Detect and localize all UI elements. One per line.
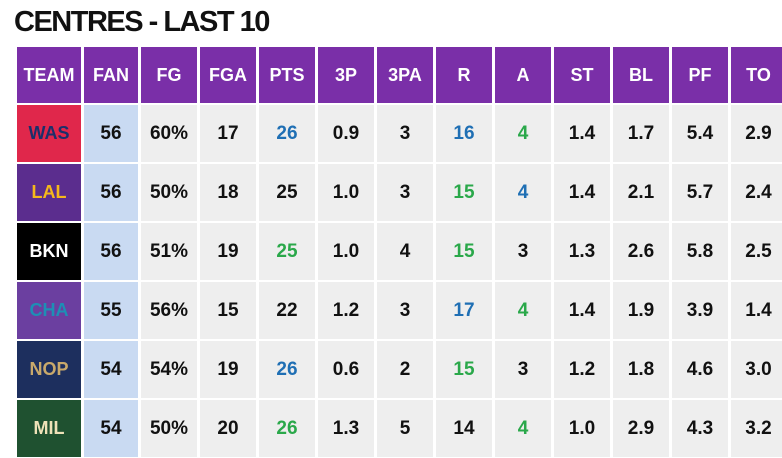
stat-cell-pf: 3.9 [672,282,728,339]
stat-cell-fga: 18 [200,164,256,221]
team-cell-bkn: BKN [17,223,81,280]
stat-cell-pf: 4.6 [672,341,728,398]
stat-cell-r: 14 [436,400,492,457]
stat-cell-bl: 2.6 [613,223,669,280]
stat-cell-3p: 0.9 [318,105,374,162]
team-cell-lal: LAL [17,164,81,221]
column-header-team: TEAM [17,47,81,103]
stat-cell-st: 1.4 [554,105,610,162]
column-header-fan: FAN [84,47,138,103]
stat-cell-fga: 17 [200,105,256,162]
page-title: CENTRES - LAST 10 [14,6,270,38]
column-header-fg: FG [141,47,197,103]
stat-cell-fg: 50% [141,400,197,457]
team-cell-mil: MIL [17,400,81,457]
stat-cell-fga: 15 [200,282,256,339]
stat-cell-fga: 20 [200,400,256,457]
stat-cell-st: 1.4 [554,164,610,221]
stat-cell-to: 2.9 [731,105,782,162]
stat-cell-bl: 1.8 [613,341,669,398]
stat-cell-r: 17 [436,282,492,339]
stat-cell-st: 1.0 [554,400,610,457]
stat-cell-fg: 56% [141,282,197,339]
stat-cell-a: 3 [495,341,551,398]
stat-cell-fg: 51% [141,223,197,280]
stat-cell-3p: 0.6 [318,341,374,398]
stat-cell-pf: 4.3 [672,400,728,457]
column-header-to: TO [731,47,782,103]
stat-cell-3p: 1.0 [318,164,374,221]
column-header-bl: BL [613,47,669,103]
stat-cell-a: 4 [495,400,551,457]
stat-cell-3pa: 3 [377,282,433,339]
team-cell-was: WAS [17,105,81,162]
stat-cell-st: 1.4 [554,282,610,339]
column-header-a: A [495,47,551,103]
stat-cell-pts: 26 [259,400,315,457]
stat-cell-pts: 26 [259,105,315,162]
stat-cell-bl: 1.9 [613,282,669,339]
stat-cell-fan: 56 [84,164,138,221]
stat-cell-pts: 25 [259,223,315,280]
column-header-pf: PF [672,47,728,103]
stats-table: TEAM FAN FG FGA PTS 3P 3PA R A ST BL PF TO WAS 56 60% 17… [17,47,782,457]
stat-cell-r: 16 [436,105,492,162]
stat-cell-pf: 5.8 [672,223,728,280]
stat-cell-pf: 5.4 [672,105,728,162]
stat-cell-pf: 5.7 [672,164,728,221]
stat-cell-r: 15 [436,223,492,280]
stat-cell-st: 1.2 [554,341,610,398]
column-header-pts: PTS [259,47,315,103]
stat-cell-to: 3.0 [731,341,782,398]
stat-cell-a: 3 [495,223,551,280]
stat-cell-pts: 22 [259,282,315,339]
stat-cell-3p: 1.3 [318,400,374,457]
stat-cell-pts: 26 [259,341,315,398]
stat-cell-fan: 56 [84,223,138,280]
stat-cell-r: 15 [436,341,492,398]
stat-cell-a: 4 [495,164,551,221]
stat-cell-to: 2.5 [731,223,782,280]
stat-cell-fan: 54 [84,341,138,398]
stat-cell-3pa: 3 [377,105,433,162]
column-header-fga: FGA [200,47,256,103]
stat-cell-fga: 19 [200,341,256,398]
column-header-3pa: 3PA [377,47,433,103]
stat-cell-a: 4 [495,105,551,162]
team-cell-nop: NOP [17,341,81,398]
stat-cell-3pa: 2 [377,341,433,398]
stat-cell-pts: 25 [259,164,315,221]
column-header-st: ST [554,47,610,103]
stat-cell-3pa: 3 [377,164,433,221]
stat-cell-3p: 1.0 [318,223,374,280]
stat-cell-fan: 56 [84,105,138,162]
stat-cell-fg: 50% [141,164,197,221]
stat-cell-to: 2.4 [731,164,782,221]
stat-cell-st: 1.3 [554,223,610,280]
stat-cell-bl: 1.7 [613,105,669,162]
stat-cell-r: 15 [436,164,492,221]
team-cell-cha: CHA [17,282,81,339]
stat-cell-fan: 54 [84,400,138,457]
stat-cell-bl: 2.9 [613,400,669,457]
stat-cell-fan: 55 [84,282,138,339]
stat-cell-3pa: 5 [377,400,433,457]
stat-cell-3p: 1.2 [318,282,374,339]
column-header-3p: 3P [318,47,374,103]
stat-cell-bl: 2.1 [613,164,669,221]
stat-cell-fg: 60% [141,105,197,162]
column-header-r: R [436,47,492,103]
stat-cell-fg: 54% [141,341,197,398]
stat-cell-to: 3.2 [731,400,782,457]
stat-cell-to: 1.4 [731,282,782,339]
stat-cell-3pa: 4 [377,223,433,280]
stat-cell-a: 4 [495,282,551,339]
stat-cell-fga: 19 [200,223,256,280]
